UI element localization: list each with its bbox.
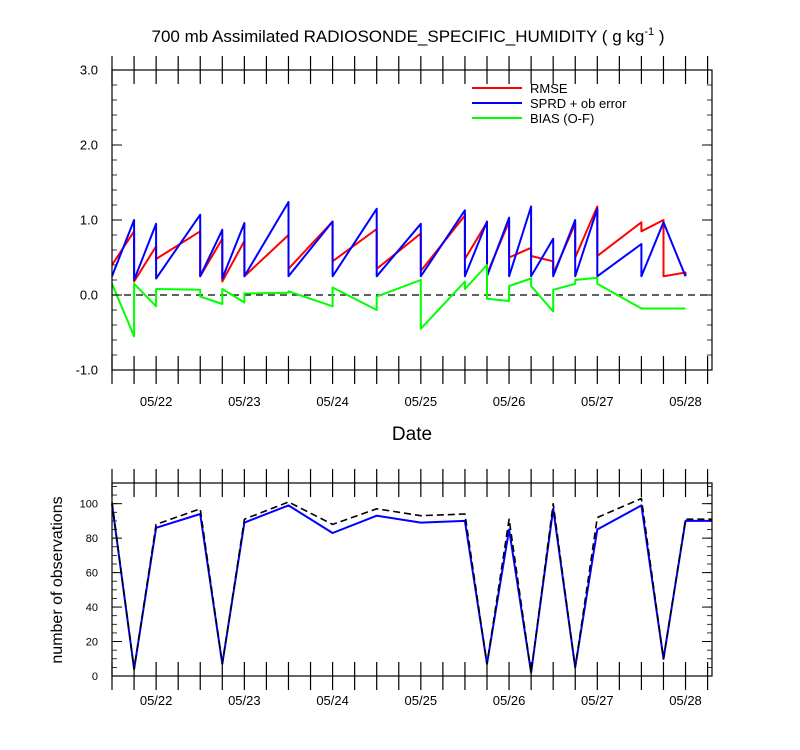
legend-label-3: BIAS (O-F) xyxy=(530,111,594,126)
bottom-x-tick-label: 05/28 xyxy=(669,693,702,708)
bottom-y-tick-label: 0 xyxy=(92,671,98,683)
top-x-tick-label: 05/25 xyxy=(405,394,438,409)
top-y-ticks: -1.0 0.0 1.0 2.0 3.0 xyxy=(76,63,712,378)
bottom-y-tick-label: 80 xyxy=(86,533,98,545)
top-y-tick-label: 3.0 xyxy=(80,63,98,78)
bottom-x-tick-label: 05/25 xyxy=(405,693,438,708)
bottom-x-tick-label: 05/23 xyxy=(228,693,261,708)
bottom-series-line-2 xyxy=(111,497,712,674)
top-y-tick-label: 1.0 xyxy=(80,213,98,228)
bottom-series-line-1 xyxy=(111,503,712,674)
bottom-x-tick-label: 05/22 xyxy=(140,693,173,708)
bottom-y-tick-label: 100 xyxy=(80,499,98,511)
bottom-y-ticks: 0 20 40 60 80 100 xyxy=(80,486,712,683)
bottom-series-group xyxy=(111,497,712,674)
bottom-plot-frame xyxy=(111,482,713,677)
top-x-axis-label: Date xyxy=(392,424,432,445)
top-x-tick-label: 05/26 xyxy=(493,394,526,409)
top-panel: 700 mb Assimilated RADIOSONDE_SPECIFIC_H… xyxy=(76,26,713,445)
bottom-y-tick-label: 20 xyxy=(86,636,98,648)
top-x-ticks: 05/22 05/23 05/24 05/25 05/26 05/27 05/28 xyxy=(111,56,709,409)
chart-title-superscript: -1 xyxy=(644,26,654,38)
chart-title-main: 700 mb Assimilated RADIOSONDE_SPECIFIC_H… xyxy=(152,27,645,46)
top-x-tick-label: 05/28 xyxy=(669,394,702,409)
legend-label-2: SPRD + ob error xyxy=(530,96,627,111)
chart-title: 700 mb Assimilated RADIOSONDE_SPECIFIC_H… xyxy=(152,26,665,46)
top-x-tick-label: 05/22 xyxy=(140,394,173,409)
bottom-x-tick-label: 05/24 xyxy=(316,693,349,708)
top-x-tick-label: 05/24 xyxy=(316,394,349,409)
top-x-tick-label: 05/23 xyxy=(228,394,261,409)
bottom-y-tick-label: 60 xyxy=(86,568,98,580)
legend-label-1: RMSE xyxy=(530,81,568,96)
top-x-tick-label: 05/27 xyxy=(581,394,614,409)
bottom-y-axis-label: number of observations xyxy=(49,496,66,663)
top-series-line-2 xyxy=(111,201,687,281)
bottom-x-ticks: 05/22 05/23 05/24 05/25 05/26 05/27 05/28 xyxy=(111,469,709,708)
top-y-tick-label: -1.0 xyxy=(76,363,98,378)
chart-title-end: ) xyxy=(654,27,664,46)
bottom-x-tick-label: 05/27 xyxy=(581,693,614,708)
bottom-x-tick-label: 05/26 xyxy=(493,693,526,708)
top-y-tick-label: 2.0 xyxy=(80,138,98,153)
top-series-line-3 xyxy=(111,264,686,338)
top-series-group xyxy=(111,201,687,338)
bottom-y-tick-label: 40 xyxy=(86,602,98,614)
top-y-tick-label: 0.0 xyxy=(80,288,98,303)
top-plot-frame xyxy=(111,69,713,371)
